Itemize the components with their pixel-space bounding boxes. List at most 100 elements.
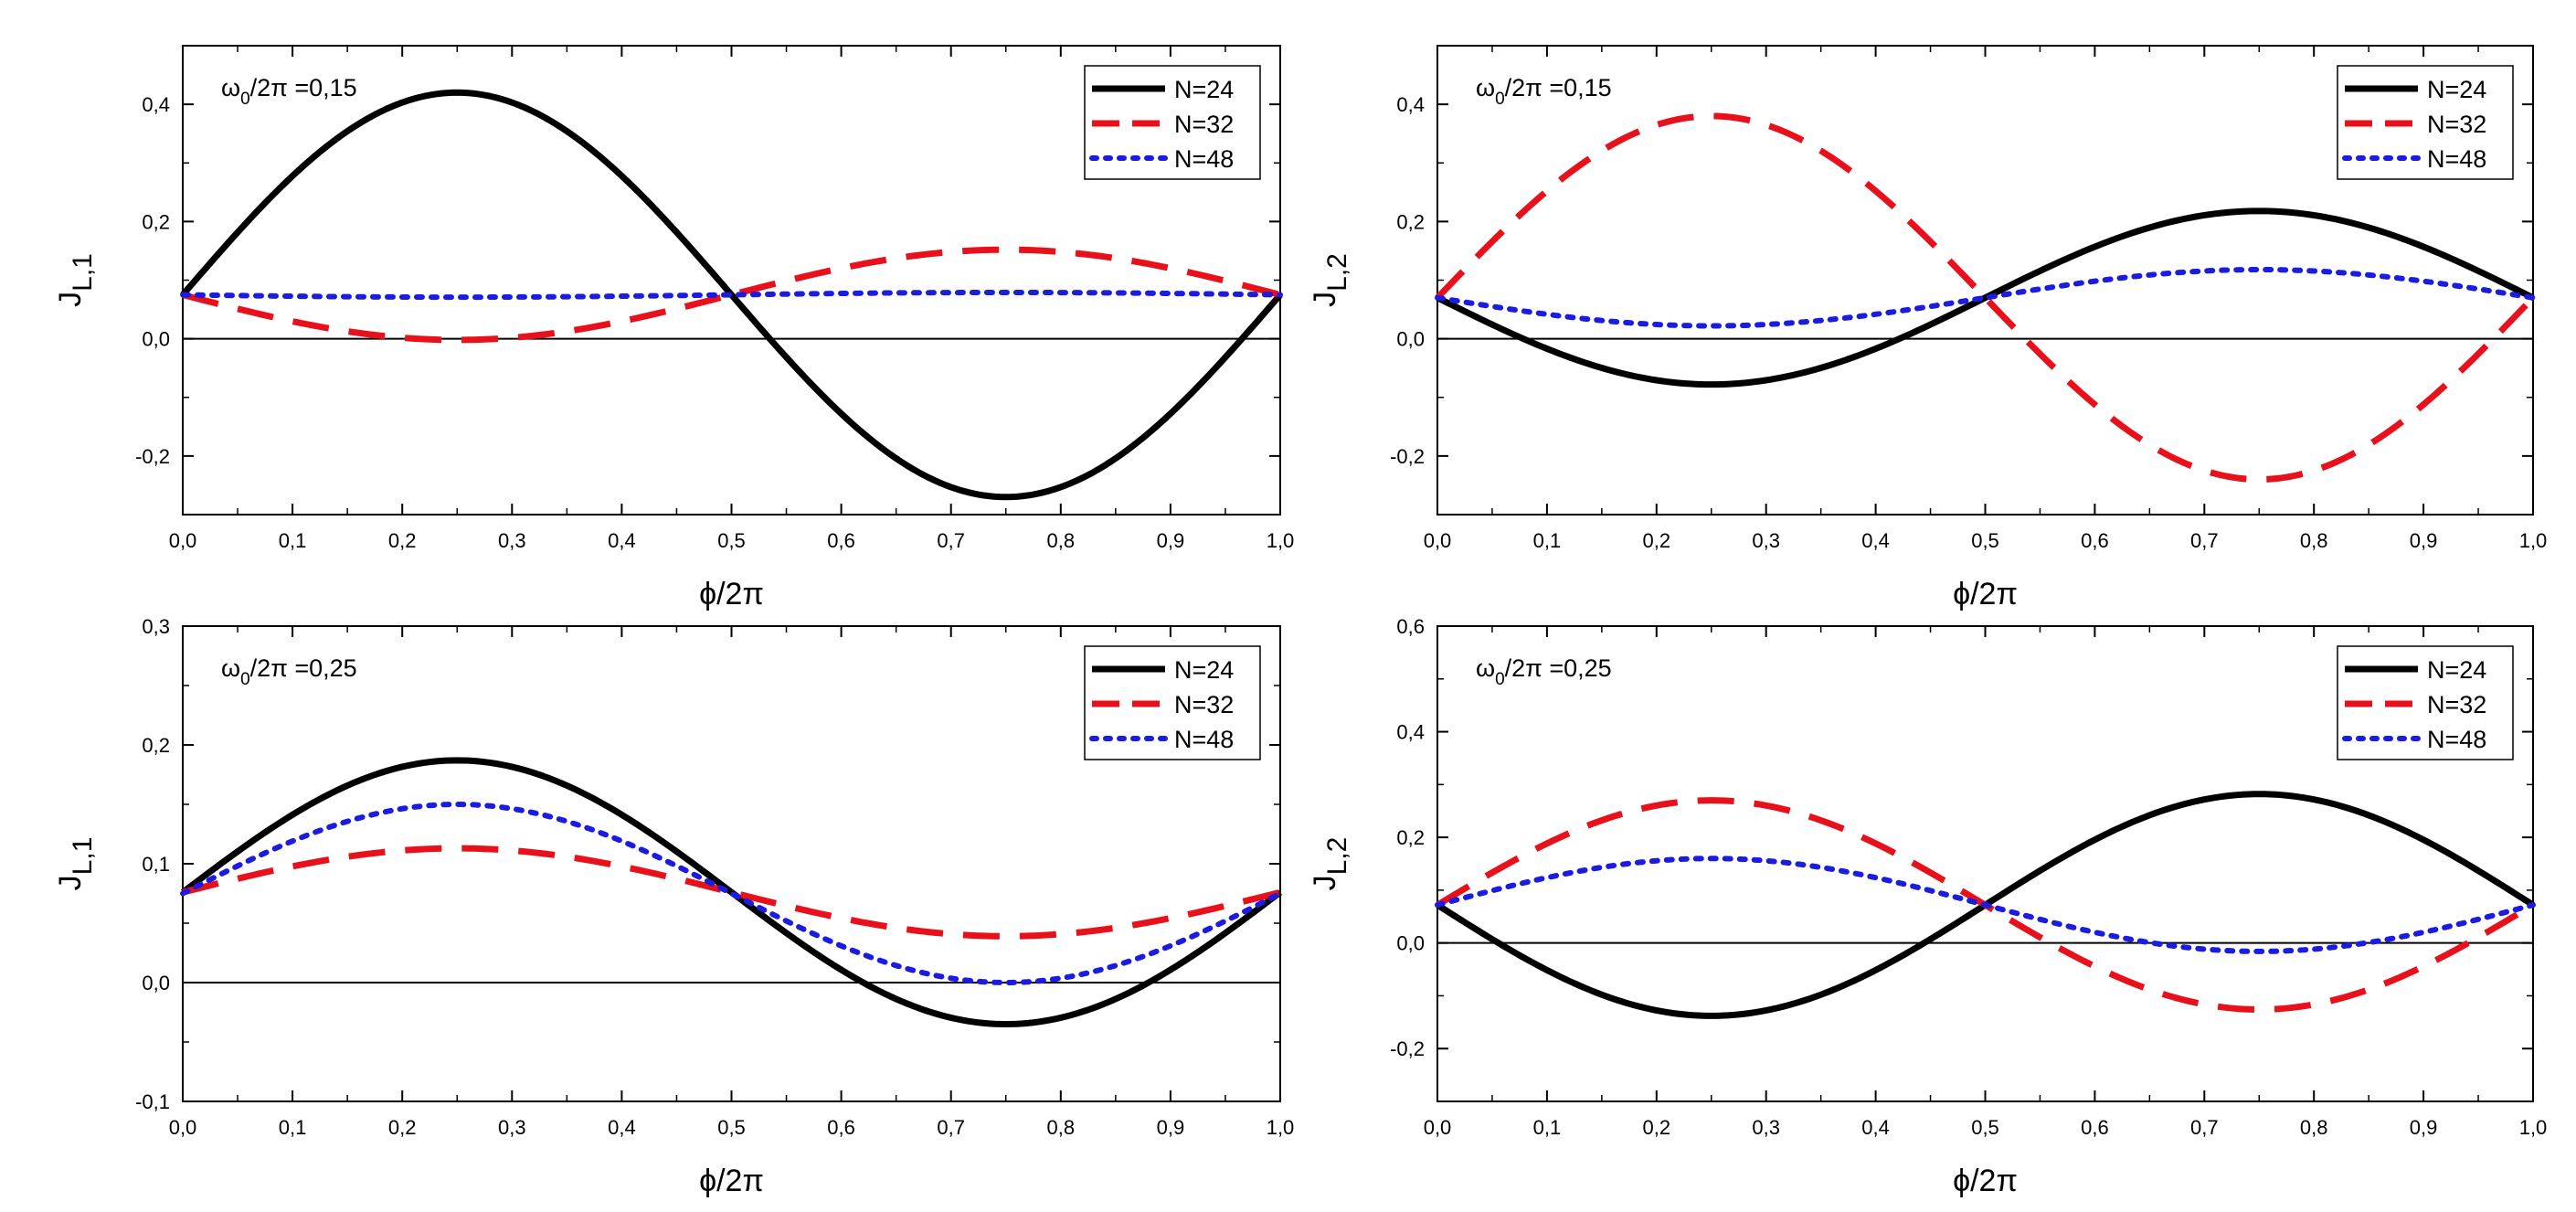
- y-tick-label: 0,3: [142, 615, 170, 638]
- y-tick-label: 0,2: [1396, 826, 1425, 849]
- x-tick-label: 0,2: [388, 529, 417, 552]
- x-tick-label: 0,5: [1971, 529, 1999, 552]
- x-axis-label: ϕ/2π: [699, 577, 764, 611]
- x-tick-label: 1,0: [1267, 1116, 1295, 1139]
- series-line-n-32: [182, 246, 1281, 344]
- x-tick-label: 0,1: [279, 1116, 307, 1139]
- annotation: ω0/2π =0,25: [1476, 654, 1612, 689]
- y-tick-label: -0,2: [1390, 445, 1425, 468]
- y-tick-label: -0,2: [135, 445, 170, 468]
- annotation-text: /2π =0,25: [1505, 654, 1612, 682]
- legend-label: N=48: [2427, 726, 2486, 753]
- x-tick-label: 0,9: [2410, 1116, 2438, 1139]
- x-tick-label: 0,1: [1533, 529, 1562, 552]
- annotation-symbol: ω: [221, 74, 240, 101]
- y-tick-label: 0,0: [142, 328, 170, 351]
- x-tick-label: 0,9: [1157, 1116, 1185, 1139]
- y-tick-label: 0,4: [1396, 93, 1425, 116]
- y-tick-label: 0,1: [142, 853, 170, 876]
- x-tick-label: 0,8: [1047, 1116, 1076, 1139]
- x-axis-label: ϕ/2π: [1953, 1164, 2018, 1198]
- x-tick-label: 0,6: [2081, 1116, 2109, 1139]
- series-line-n-32: [182, 845, 1281, 940]
- legend: N=24 N=32 N=48: [2337, 65, 2514, 180]
- legend-label: N=24: [2427, 656, 2486, 684]
- x-tick-label: 1,0: [2519, 529, 2548, 552]
- legend-label: N=24: [1174, 76, 1234, 103]
- x-tick-label: 0,3: [1752, 1116, 1780, 1139]
- x-tick-label: 0,0: [1424, 1116, 1452, 1139]
- annotation-symbol: ω: [1476, 654, 1495, 682]
- annotation: ω0/2π =0,15: [1476, 74, 1612, 109]
- y-axis-label: JL,2: [1308, 253, 1352, 307]
- x-tick-label: 0,9: [2410, 529, 2438, 552]
- x-tick-label: 0,8: [1047, 529, 1076, 552]
- series-line-n-24: [1436, 207, 2535, 388]
- y-axis-label-main: J: [53, 875, 88, 890]
- x-tick-label: 0,2: [1643, 529, 1671, 552]
- x-tick-label: 0,1: [1533, 1116, 1562, 1139]
- series-line-n-48: [1435, 856, 2536, 954]
- legend-label: N=32: [2427, 691, 2486, 718]
- x-tick-label: 0,9: [1157, 529, 1185, 552]
- x-tick-label: 0,5: [717, 529, 746, 552]
- y-axis-label-main: J: [1308, 875, 1342, 890]
- annotation-subscript: 0: [240, 670, 250, 689]
- y-tick-label: 0,2: [142, 734, 170, 757]
- y-axis-label-sub: L,1: [68, 837, 98, 876]
- y-axis-label: JL,2: [1308, 837, 1352, 891]
- x-tick-label: 0,3: [498, 529, 526, 552]
- chart-panel-2: 0,0 0,1 0,2 0,3 0,4 0,5 0,6 0,7 0,8 0,9 1,0 -0,2 0,0…: [1308, 45, 2548, 611]
- y-tick-label: 0,4: [1396, 721, 1425, 744]
- annotation-text: /2π =0,25: [250, 654, 357, 682]
- legend: N=24 N=32 N=48: [1084, 645, 1261, 760]
- annotation-symbol: ω: [221, 654, 240, 682]
- x-tick-label: 0,4: [1861, 529, 1890, 552]
- x-tick-label: 0,3: [498, 1116, 526, 1139]
- chart-panel-4: 0,0 0,1 0,2 0,3 0,4 0,5 0,6 0,7 0,8 0,9 1,0 -0,2 0,0…: [1308, 615, 2547, 1198]
- annotation: ω0/2π =0,25: [221, 654, 357, 689]
- legend-label: N=32: [2427, 111, 2486, 138]
- legend: N=24 N=32 N=48: [2337, 645, 2514, 760]
- annotation-subscript: 0: [1495, 670, 1505, 689]
- legend-label: N=24: [2427, 76, 2486, 103]
- y-tick-label: 0,0: [1396, 328, 1425, 351]
- x-tick-label: 0,7: [937, 1116, 965, 1139]
- legend-label: N=48: [1174, 726, 1234, 753]
- y-tick-label: 0,4: [142, 93, 170, 116]
- series-line-n-48: [1435, 266, 2536, 329]
- annotation-subscript: 0: [1495, 90, 1505, 109]
- x-tick-label: 0,6: [827, 1116, 855, 1139]
- y-tick-label: 0,0: [142, 972, 170, 994]
- y-axis-label-main: J: [1308, 292, 1342, 307]
- x-tick-label: 0,5: [717, 1116, 746, 1139]
- y-tick-label: -0,1: [135, 1090, 170, 1113]
- x-tick-label: 0,3: [1752, 529, 1780, 552]
- series-line-n-48: [180, 289, 1283, 301]
- y-tick-label: 0,6: [1396, 615, 1425, 638]
- x-tick-label: 0,6: [827, 529, 855, 552]
- y-axis-label-sub: L,2: [1322, 837, 1352, 876]
- legend-label: N=32: [1174, 111, 1234, 138]
- y-tick-label: 0,0: [1396, 932, 1425, 955]
- x-tick-label: 0,7: [2190, 529, 2219, 552]
- x-tick-label: 0,2: [1643, 1116, 1671, 1139]
- y-tick-label: -0,2: [1390, 1037, 1425, 1060]
- legend-label: N=24: [1174, 656, 1234, 684]
- legend: N=24 N=32 N=48: [1084, 65, 1261, 180]
- legend-label: N=48: [1174, 145, 1234, 173]
- y-tick-label: 0,2: [1396, 210, 1425, 233]
- y-axis-label-sub: L,2: [1322, 253, 1352, 292]
- annotation: ω0/2π =0,15: [221, 74, 357, 109]
- legend-label: N=32: [1174, 691, 1234, 718]
- x-tick-label: 0,0: [169, 1116, 197, 1139]
- annotation-text: /2π =0,15: [250, 74, 357, 101]
- x-tick-label: 0,4: [1861, 1116, 1890, 1139]
- x-tick-label: 0,8: [2300, 1116, 2328, 1139]
- x-tick-label: 0,4: [608, 529, 636, 552]
- x-tick-label: 0,0: [1424, 529, 1452, 552]
- y-axis-label-main: J: [53, 292, 88, 307]
- x-tick-label: 1,0: [2519, 1116, 2548, 1139]
- x-tick-label: 0,4: [608, 1116, 636, 1139]
